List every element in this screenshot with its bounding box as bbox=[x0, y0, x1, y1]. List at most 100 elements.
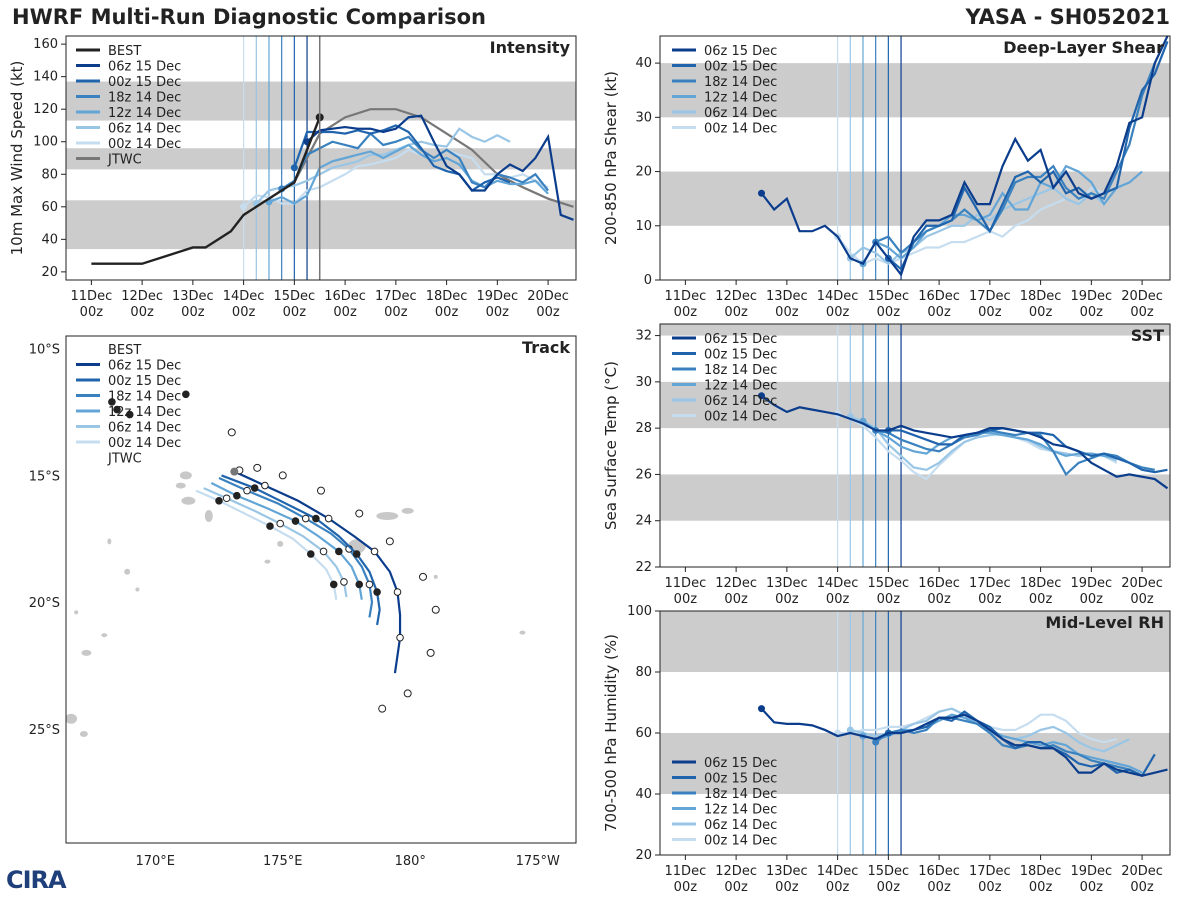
y-tick-label: 40 bbox=[41, 232, 58, 247]
x-tick-label: 14Dec bbox=[817, 576, 859, 591]
lon-label: 180° bbox=[395, 854, 426, 869]
x-tick-label: 00z bbox=[181, 305, 205, 320]
panel-rh: 2040608010011Dec00z12Dec00z13Dec00z14Dec… bbox=[602, 604, 1171, 895]
x-tick-label: 00z bbox=[775, 880, 799, 895]
track-point bbox=[329, 580, 338, 589]
legend-label: 00z 15 Dec bbox=[108, 374, 181, 389]
x-tick-label: 00z bbox=[333, 305, 357, 320]
y-tick-label: 22 bbox=[635, 560, 652, 575]
current-position bbox=[230, 467, 239, 476]
island bbox=[74, 610, 79, 615]
lat-label: 25°S bbox=[29, 723, 60, 738]
panel-intensity: 2040608010012014016011Dec00z12Dec00z13De… bbox=[8, 35, 577, 320]
x-tick-label: 00z bbox=[130, 305, 154, 320]
y-tick-label: 30 bbox=[635, 375, 652, 390]
track-point bbox=[276, 519, 285, 528]
init-marker bbox=[846, 726, 854, 734]
x-tick-label: 00z bbox=[927, 305, 951, 320]
jtwc-point bbox=[253, 463, 262, 472]
track-point bbox=[319, 547, 328, 556]
x-tick-label: 00z bbox=[1029, 305, 1053, 320]
series-line bbox=[281, 132, 549, 192]
x-tick-label: 00z bbox=[1080, 880, 1104, 895]
legend-label: 00z 14 Dec bbox=[108, 436, 181, 451]
track-line bbox=[231, 469, 402, 674]
legend-label: JTWC bbox=[107, 153, 142, 168]
x-tick-label: 17Dec bbox=[375, 289, 417, 304]
track-point bbox=[215, 496, 223, 505]
x-tick-label: 13Dec bbox=[172, 289, 214, 304]
jtwc-point bbox=[278, 471, 287, 480]
legend-label: 18z 14 Dec bbox=[704, 363, 777, 378]
track-line bbox=[203, 487, 348, 598]
lon-label: 175°W bbox=[516, 854, 560, 869]
track-point bbox=[324, 514, 333, 523]
legend-label: 06z 15 Dec bbox=[704, 44, 777, 59]
legend-label: 06z 14 Dec bbox=[704, 106, 777, 121]
plot-frame bbox=[659, 323, 1171, 568]
x-tick-label: 00z bbox=[978, 880, 1002, 895]
best-point bbox=[125, 410, 134, 419]
legend-label: 12z 14 Dec bbox=[704, 379, 777, 394]
track-point bbox=[301, 514, 310, 523]
island bbox=[179, 471, 192, 480]
legend-label: 06z 15 Dec bbox=[108, 60, 181, 75]
x-tick-label: 19Dec bbox=[1070, 864, 1112, 879]
track-point bbox=[291, 517, 300, 525]
legend-label: 06z 14 Dec bbox=[108, 421, 181, 436]
legend-label: 18z 14 Dec bbox=[108, 390, 181, 405]
x-tick-label: 00z bbox=[877, 305, 901, 320]
series-line bbox=[875, 62, 1156, 255]
x-tick-label: 00z bbox=[724, 305, 748, 320]
x-tick-label: 18Dec bbox=[426, 289, 468, 304]
island bbox=[101, 633, 108, 638]
island bbox=[277, 540, 284, 547]
legend-label: 00z 14 Dec bbox=[704, 122, 777, 137]
y-tick-label: 60 bbox=[635, 726, 652, 741]
x-tick-label: 15Dec bbox=[274, 289, 316, 304]
series-group bbox=[757, 705, 1168, 778]
x-tick-label: 14Dec bbox=[817, 289, 859, 304]
y-tick-label: 24 bbox=[635, 514, 652, 529]
legend-label: 12z 14 Dec bbox=[108, 405, 181, 420]
track-point bbox=[352, 550, 361, 558]
x-tick-label: 00z bbox=[775, 305, 799, 320]
lat-label: 10°S bbox=[29, 343, 60, 358]
x-tick-label: 11Dec bbox=[665, 576, 707, 591]
track-point bbox=[396, 633, 404, 642]
x-tick-label: 00z bbox=[435, 305, 459, 320]
series-line bbox=[760, 394, 1169, 490]
x-tick-label: 12Dec bbox=[715, 864, 757, 879]
track-point bbox=[355, 580, 364, 589]
island bbox=[124, 568, 131, 575]
y-tick-label: 120 bbox=[33, 102, 58, 117]
legend-label: JTWC bbox=[107, 452, 142, 467]
series-line bbox=[875, 716, 1143, 777]
series-group bbox=[91, 108, 574, 265]
jtwc-point bbox=[403, 689, 412, 698]
x-tick-label: 16Dec bbox=[918, 289, 960, 304]
legend-label: 06z 14 Dec bbox=[704, 394, 777, 409]
map-frame bbox=[65, 335, 577, 844]
x-tick-label: 18Dec bbox=[1020, 576, 1062, 591]
track-point bbox=[307, 550, 315, 558]
x-tick-label: 15Dec bbox=[868, 289, 910, 304]
x-tick-label: 00z bbox=[1130, 305, 1154, 320]
storm-title: YASA - SH052021 bbox=[965, 5, 1170, 29]
legend-label: 06z 14 Dec bbox=[704, 818, 777, 833]
x-tick-label: 00z bbox=[674, 305, 698, 320]
track-point bbox=[365, 580, 374, 589]
x-tick-label: 12Dec bbox=[715, 576, 757, 591]
init-marker bbox=[240, 203, 248, 211]
y-tick-label: 20 bbox=[635, 165, 652, 180]
x-tick-label: 00z bbox=[1130, 880, 1154, 895]
x-tick-label: 15Dec bbox=[868, 576, 910, 591]
x-tick-label: 00z bbox=[826, 880, 850, 895]
x-tick-label: 12Dec bbox=[121, 289, 163, 304]
series-line bbox=[760, 36, 1169, 277]
track-point bbox=[243, 486, 251, 495]
band-0 bbox=[660, 474, 1170, 521]
